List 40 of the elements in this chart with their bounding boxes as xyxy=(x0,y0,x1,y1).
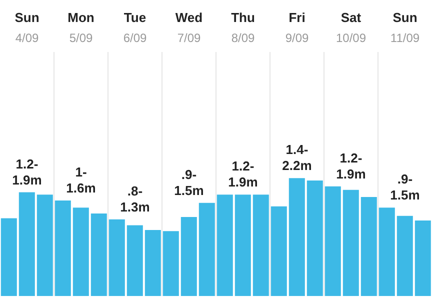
annotation: 1.2-1.9m xyxy=(336,150,366,182)
annotation: .9-1.5m xyxy=(174,166,204,198)
x-tick-label: Sat 10/09 xyxy=(336,10,366,45)
bar xyxy=(252,194,269,296)
annotation: .8-1.3m xyxy=(120,183,150,214)
bar xyxy=(144,230,161,296)
bar xyxy=(72,208,89,296)
annotation: 1.2-1.9m xyxy=(228,158,258,190)
bar xyxy=(396,216,413,296)
bar xyxy=(162,231,179,296)
bar xyxy=(234,194,251,296)
x-tick-label: Sun 11/09 xyxy=(390,10,420,45)
x-tick-label: Fri 9/09 xyxy=(285,10,309,45)
bar xyxy=(270,206,287,296)
bar xyxy=(360,196,377,296)
x-tick-label: Sun 4/09 xyxy=(14,10,40,45)
bar xyxy=(216,194,233,296)
bar xyxy=(306,180,323,296)
bar xyxy=(288,178,305,296)
text: 1.4-2.2m xyxy=(282,142,312,174)
bar xyxy=(54,200,71,296)
x-tick-label: Mon 5/09 xyxy=(68,10,94,45)
bar xyxy=(126,225,143,296)
x-tick-label: Wed 7/09 xyxy=(175,10,203,45)
bar xyxy=(378,208,395,296)
bar xyxy=(180,217,197,296)
bar xyxy=(324,186,341,296)
bar xyxy=(18,192,35,296)
bar xyxy=(108,219,125,296)
bar xyxy=(198,202,215,296)
x-tick-label: Tue 6/09 xyxy=(123,10,147,45)
bar xyxy=(90,213,107,296)
annotation: 1-1.6m xyxy=(66,164,96,196)
x-tick-label: Thu 8/09 xyxy=(231,10,255,45)
bar xyxy=(342,190,359,296)
bar xyxy=(0,218,17,296)
annotation: 1.2-1.9m xyxy=(12,156,42,188)
annotation: .9-1.5m xyxy=(390,172,420,203)
bar xyxy=(36,194,53,296)
bar xyxy=(414,220,431,296)
